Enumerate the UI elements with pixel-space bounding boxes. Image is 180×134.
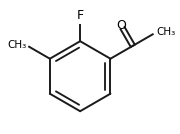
Text: CH₃: CH₃	[156, 27, 175, 38]
Text: O: O	[116, 19, 126, 32]
Text: F: F	[76, 9, 84, 22]
Text: CH₃: CH₃	[7, 40, 26, 50]
